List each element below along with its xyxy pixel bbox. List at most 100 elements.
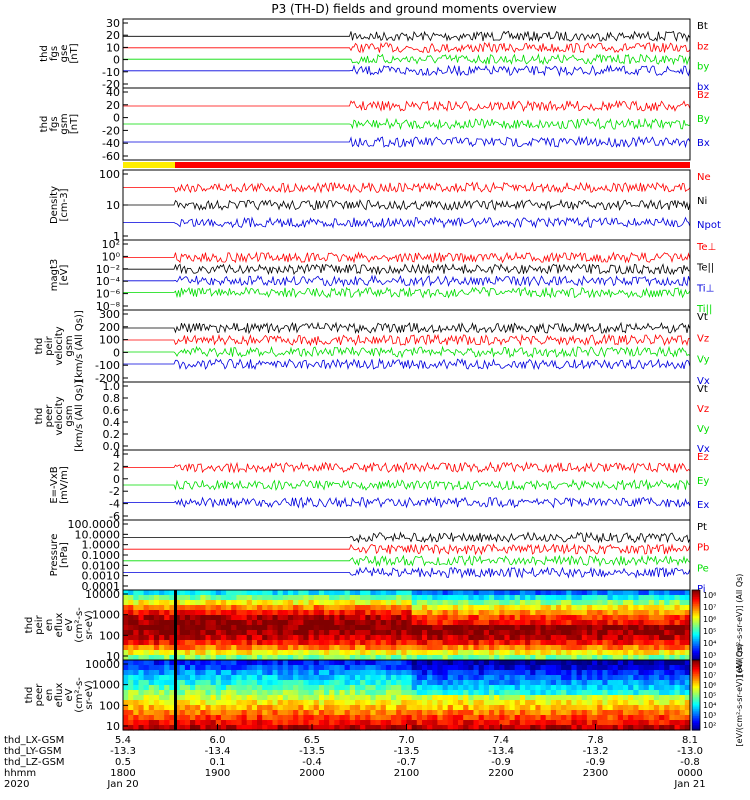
y-tick-label: 300 [99,308,120,321]
y-tick-label: 30 [106,17,120,30]
y-tick-label: 0.1000 [82,549,121,562]
y-tick-label: 0.0100 [82,559,121,572]
legend-Ex: Ex [697,500,709,511]
y-tick-label: 0 [113,54,120,67]
y-axis-label: thd [34,408,45,425]
ly-value: -13.4 [488,746,514,757]
trace-Ey [123,478,691,492]
colorbar-tick: 10⁴ [703,639,716,648]
trace-Vt [123,321,691,335]
y-tick-label: 100 [99,168,120,181]
trace-Ti|| [123,286,691,299]
panel-pressure: Pt Pb Pe Pi 100.000010.00001.00000.10000.010… [49,518,709,595]
y-axis-label: fgs [49,46,60,61]
legend-Bz: Bz [697,90,709,101]
legend-Ne: Ne [697,172,711,183]
colorbar-tick: 10⁷ [703,603,716,612]
y-axis-label: thd [39,116,50,133]
time-axis-row-label: hhmm [4,768,36,779]
trace-Pi [123,566,691,579]
colorbar-peer_spec [691,659,701,731]
panel-frame [122,87,691,161]
y-axis-label: [nT] [69,114,80,134]
panel-frame [122,239,691,311]
y-axis-label: eV [64,618,75,631]
lz-value: 0.5 [115,757,131,768]
y-axis-label: fgs [49,116,60,131]
y-tick-label: 10 [106,41,120,54]
legend-by: by [697,62,709,73]
trace-Vx [123,357,691,371]
y-axis-label: thd [24,617,35,634]
trace-by [123,53,691,66]
legend-Vy: Vy [697,355,710,366]
y-tick-label: 0.0001 [82,580,121,593]
y-tick-label: 0 [113,112,120,125]
spectrogram-peir_spec [123,590,691,661]
lz-value: -0.9 [586,757,606,768]
y-tick-label: 1.0 [103,380,121,393]
legend-Bx: Bx [697,138,710,149]
y-axis-label: velocity [54,396,65,435]
y-axis-label: eV [64,688,75,701]
date-value: Jan 20 [106,779,138,790]
panel-frame [122,381,691,451]
trace-Ez [123,461,691,474]
lz-value: -0.9 [491,757,511,768]
lx-value: 8.1 [682,735,698,746]
legend-bx: bx [697,82,709,93]
legend-Npot: Npot [697,220,721,231]
y-tick-label: 200 [99,321,120,334]
trace-Pb [123,543,691,556]
mode-bar-fast [123,162,175,168]
y-tick-label: -2 [109,485,120,498]
ly-value: -13.2 [583,746,609,757]
y-tick-label: 10⁻⁸ [96,300,121,313]
legend-By: By [697,114,710,125]
legend-Te||: Te|| [696,263,714,274]
legend-Pb: Pb [697,543,709,554]
time-axis-row-label: thd_LX-GSM [4,735,64,746]
trace-Ni [123,198,691,212]
time-axis-row-label: 2020 [4,779,29,790]
y-axis-label: eflux [54,683,65,708]
y-axis-label: velocity [54,326,65,365]
y-axis-label: thd [24,687,35,704]
trace-By [123,117,691,131]
panel-density: Ne Ni Npot 100 10 1 Density [cm-3] [49,168,721,243]
colorbar-tick: 10⁸ [703,661,716,670]
colorbar-tick: 10² [703,721,716,730]
ly-value: -13.5 [299,746,325,757]
legend-Ez: Ez [697,452,709,463]
y-axis-label: Pressure [49,534,60,577]
y-tick-label: 10000 [85,588,120,601]
y-axis-label: [nPa] [59,542,70,568]
y-axis-label: gse [59,45,70,63]
y-axis-label: gsm [64,335,75,356]
y-tick-label: 10² [102,238,120,251]
y-tick-label: 20 [106,29,120,42]
hhmm-value: 1900 [205,768,230,779]
lx-value: 7.4 [493,735,509,746]
y-tick-label: -6 [109,510,120,523]
time-axis-row-label: thd_LY-GSM [4,746,61,757]
ly-value: -13.3 [110,746,136,757]
legend-Vy: Vy [697,424,710,435]
y-axis-label: magt3 [49,259,60,292]
hhmm-value: 2000 [299,768,324,779]
y-tick-label: -200 [95,372,120,385]
y-tick-label: 100.0000 [68,518,121,531]
trace-Bz [123,99,691,113]
y-tick-label: 10 [106,720,120,733]
lx-value: 7.0 [399,735,415,746]
y-axis-label: (cm²-s- [74,607,85,643]
legend-Te⊥: Te⊥ [696,242,716,253]
y-axis-label: sr-eV) [84,610,95,639]
panel-frame [122,519,691,591]
y-axis-label: [mV/m] [59,466,70,504]
colorbar-tick: 10⁴ [703,701,716,710]
y-axis-label: peer [44,404,55,428]
